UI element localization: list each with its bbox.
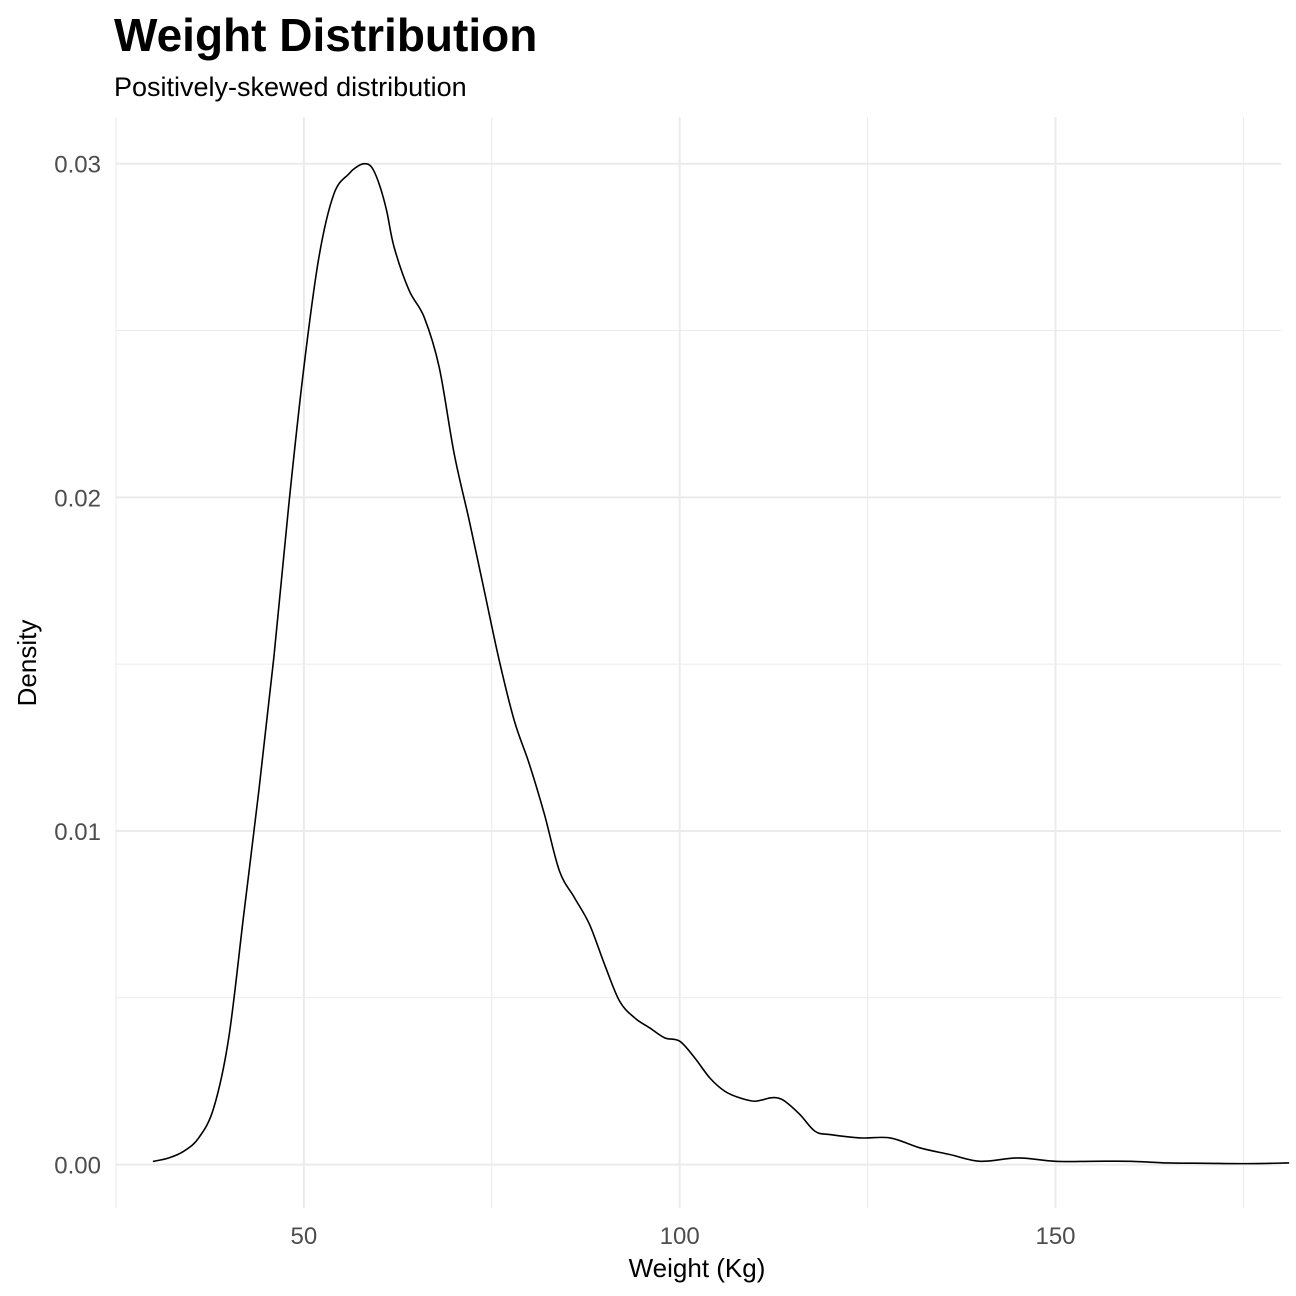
chart-subtitle: Positively-skewed distribution	[114, 72, 467, 102]
x-tick-labels: 50 100 150	[291, 1223, 1076, 1250]
x-tick-label-0: 50	[291, 1223, 318, 1250]
x-tick-label-1: 100	[660, 1223, 700, 1250]
series-layer	[152, 162, 1290, 1165]
y-tick-label-1: 0.01	[54, 819, 101, 846]
y-tick-label-2: 0.02	[54, 485, 101, 512]
grid-major	[116, 117, 1281, 1208]
y-tick-label-3: 0.03	[54, 152, 101, 179]
x-tick-label-2: 150	[1035, 1223, 1075, 1250]
y-axis-title: Density	[12, 620, 42, 707]
y-tick-labels: 0.00 0.01 0.02 0.03	[54, 152, 101, 1180]
grid-minor	[115, 117, 1281, 1208]
chart-title: Weight Distribution	[114, 9, 538, 61]
x-axis-title: Weight (Kg)	[629, 1253, 766, 1283]
y-tick-label-0: 0.00	[54, 1153, 101, 1180]
density-line-0	[152, 162, 1290, 1165]
